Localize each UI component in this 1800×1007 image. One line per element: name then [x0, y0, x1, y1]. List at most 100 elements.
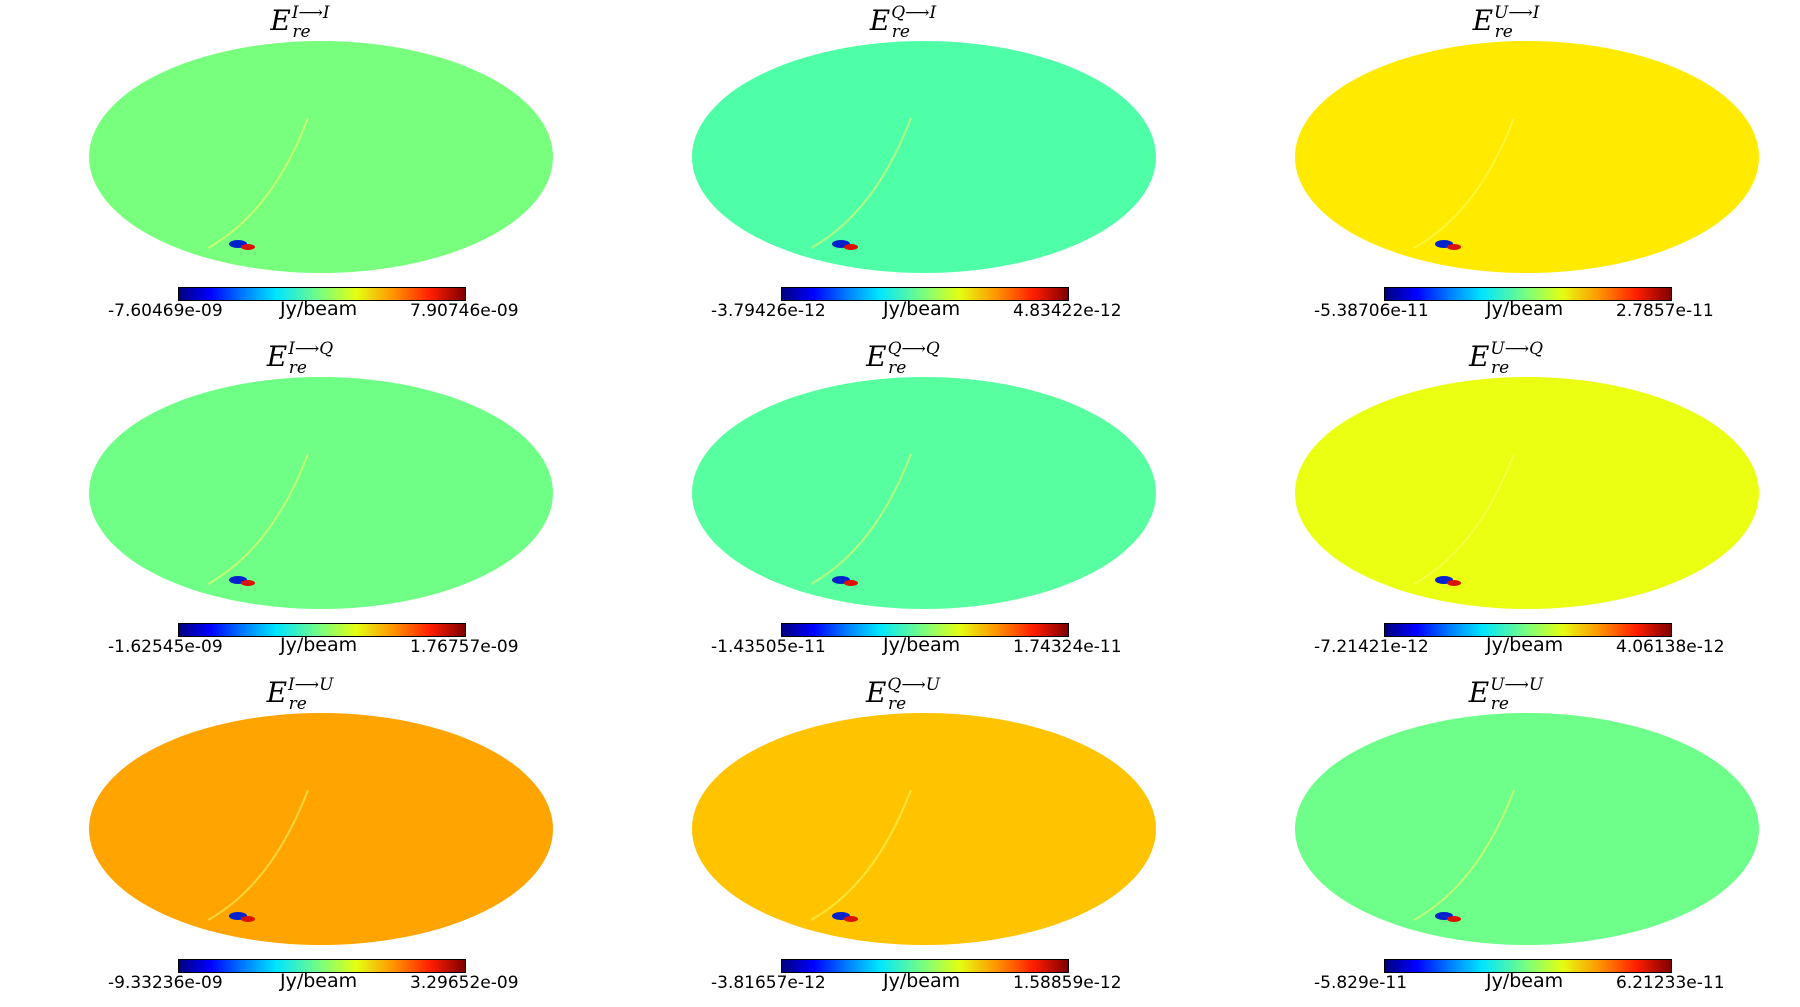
positive-hotspot — [1447, 916, 1461, 922]
mollweide-map — [89, 713, 553, 945]
colorbar-max-label: 1.76757e-09 — [410, 637, 519, 657]
galactic-arc-feature — [810, 789, 912, 921]
title-superscript: U⟶Q — [1490, 339, 1544, 359]
title-base: E — [866, 340, 887, 373]
title-superscript: U⟶I — [1494, 3, 1540, 23]
colorbar-max-label: 1.74324e-11 — [1013, 637, 1122, 657]
colorbar — [1384, 287, 1672, 301]
sky-map-field — [1295, 377, 1759, 609]
title-superscript: Q⟶I — [891, 3, 937, 23]
title-base: E — [1468, 676, 1490, 709]
positive-hotspot — [844, 580, 858, 586]
title-superscript: U⟶U — [1490, 675, 1544, 695]
colorbar-unit-label: Jy/beam — [1486, 634, 1564, 656]
colorbar — [781, 959, 1069, 973]
colorbar — [1384, 959, 1672, 973]
colorbar-max-label: 7.90746e-09 — [410, 301, 519, 321]
colorbar-unit-label: Jy/beam — [883, 970, 961, 992]
positive-hotspot — [241, 916, 255, 922]
panel-title: EU⟶U re — [1206, 675, 1800, 716]
mollweide-map — [89, 41, 553, 273]
mollweide-map — [1295, 377, 1759, 609]
title-superscript: I⟶I — [291, 3, 330, 23]
colorbar — [781, 623, 1069, 637]
map-panel: EQ⟶U re -3.81657e-12 Jy/beam 1.58859e-12 — [603, 672, 1203, 1007]
colorbar-unit-label: Jy/beam — [883, 298, 961, 320]
colorbar-unit-label: Jy/beam — [280, 634, 358, 656]
panel-title: EI⟶Q re — [0, 339, 600, 380]
sky-map-field — [89, 41, 553, 273]
colorbar-unit-label: Jy/beam — [883, 634, 961, 656]
map-panel: EI⟶I re -7.60469e-09 Jy/beam 7.90746e-09 — [0, 0, 600, 335]
mollweide-map — [1295, 41, 1759, 273]
colorbar-max-label: 3.29652e-09 — [410, 973, 519, 993]
colorbar-max-label: 2.7857e-11 — [1616, 301, 1714, 321]
map-panel: EU⟶U re -5.829e-11 Jy/beam 6.21233e-11 — [1206, 672, 1800, 1007]
galactic-arc-feature — [207, 453, 309, 585]
mollweide-map — [1295, 713, 1759, 945]
title-subscript: re — [887, 694, 907, 714]
map-panel: EU⟶Q re -7.21421e-12 Jy/beam 4.06138e-12 — [1206, 336, 1800, 671]
colorbar-unit-label: Jy/beam — [1486, 298, 1564, 320]
panel-title: EI⟶U re — [0, 675, 600, 716]
colorbar-unit-label: Jy/beam — [280, 298, 358, 320]
panel-title: EU⟶I re — [1206, 3, 1800, 44]
title-subscript: re — [1490, 694, 1509, 714]
galactic-arc-feature — [207, 789, 309, 921]
positive-hotspot — [844, 916, 858, 922]
colorbar-min-label: -7.60469e-09 — [108, 301, 223, 321]
positive-hotspot — [241, 244, 255, 250]
colorbar — [178, 959, 466, 973]
colorbar-max-label: 1.58859e-12 — [1013, 973, 1122, 993]
title-subscript: re — [891, 22, 910, 42]
galactic-arc-feature — [207, 117, 309, 249]
galactic-arc-feature — [810, 117, 912, 249]
map-panel: EI⟶U re -9.33236e-09 Jy/beam 3.29652e-09 — [0, 672, 600, 1007]
colorbar — [178, 287, 466, 301]
sky-map-field — [692, 713, 1156, 945]
map-panel: EQ⟶I re -3.79426e-12 Jy/beam 4.83422e-12 — [603, 0, 1203, 335]
map-panel: EQ⟶Q re -1.43505e-11 Jy/beam 1.74324e-11 — [603, 336, 1203, 671]
sky-map-field — [1295, 41, 1759, 273]
title-base: E — [266, 340, 288, 373]
panel-title: EI⟶I re — [0, 3, 600, 44]
title-subscript: re — [292, 22, 311, 42]
panel-title: EQ⟶U re — [603, 675, 1203, 716]
title-subscript: re — [888, 358, 907, 378]
colorbar-min-label: -5.829e-11 — [1314, 973, 1408, 993]
colorbar-min-label: -9.33236e-09 — [108, 973, 223, 993]
title-subscript: re — [1490, 358, 1510, 378]
colorbar — [781, 287, 1069, 301]
colorbar-max-label: 4.83422e-12 — [1013, 301, 1122, 321]
colorbar — [1384, 623, 1672, 637]
galactic-arc-feature — [810, 453, 912, 585]
panel-title: EQ⟶Q re — [603, 339, 1203, 380]
galactic-arc-feature — [1413, 789, 1515, 921]
mollweide-map — [692, 377, 1156, 609]
galactic-arc-feature — [1413, 453, 1515, 585]
title-subscript: re — [288, 694, 307, 714]
title-superscript: Q⟶U — [887, 675, 941, 695]
map-panel: EU⟶I re -5.38706e-11 Jy/beam 2.7857e-11 — [1206, 0, 1800, 335]
colorbar-min-label: -5.38706e-11 — [1314, 301, 1429, 321]
title-subscript: re — [1494, 22, 1513, 42]
positive-hotspot — [844, 244, 858, 250]
colorbar-min-label: -1.43505e-11 — [711, 637, 826, 657]
title-superscript: I⟶Q — [288, 339, 334, 359]
colorbar-min-label: -1.62545e-09 — [108, 637, 223, 657]
panel-title: EQ⟶I re — [603, 3, 1203, 44]
title-base: E — [1472, 4, 1494, 37]
mollweide-map — [692, 713, 1156, 945]
colorbar-min-label: -7.21421e-12 — [1314, 637, 1429, 657]
colorbar-min-label: -3.81657e-12 — [711, 973, 826, 993]
title-base: E — [869, 4, 891, 37]
mollweide-map — [692, 41, 1156, 273]
mollweide-map — [89, 377, 553, 609]
sky-map-field — [89, 377, 553, 609]
sky-map-field — [692, 377, 1156, 609]
positive-hotspot — [1447, 244, 1461, 250]
map-panel: EI⟶Q re -1.62545e-09 Jy/beam 1.76757e-09 — [0, 336, 600, 671]
title-base: E — [270, 4, 291, 37]
colorbar-unit-label: Jy/beam — [280, 970, 358, 992]
galactic-arc-feature — [1413, 117, 1515, 249]
